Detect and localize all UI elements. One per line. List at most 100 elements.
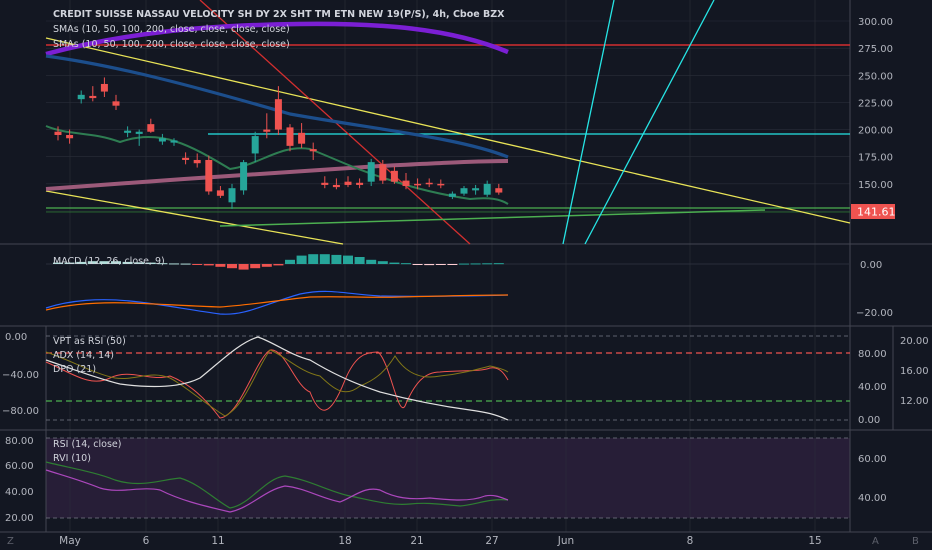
cyan-diagonal-line-2[interactable] [584,0,715,245]
macd-hist-bar [424,264,435,266]
time-tick-label: 6 [143,535,150,547]
sma-100-line[interactable] [45,54,509,159]
macd-hist-bar [180,263,191,265]
time-axis[interactable]: May 6 11 18 21 27 Jun 8 15 [59,535,822,547]
macd-histogram [53,254,504,270]
candle-body[interactable] [54,131,62,135]
time-tick-label: May [59,535,81,547]
moving-averages[interactable] [45,21,509,205]
candle-body[interactable] [402,180,410,187]
macd-hist-bar [111,261,121,264]
rsi-left-tick-2: 40.00 [5,487,34,498]
candle-body[interactable] [240,162,248,191]
candle-body[interactable] [379,164,387,181]
macd-hist-bar [227,264,237,269]
candle-body[interactable] [66,135,74,139]
candle-body[interactable] [414,183,422,186]
time-tick-label: 11 [211,535,224,547]
vpt-label[interactable]: VPT as RSI (50) [53,336,126,347]
candle-body[interactable] [77,94,85,100]
candle-body[interactable] [321,182,329,185]
candle-body[interactable] [274,99,282,130]
candle-body[interactable] [216,190,224,196]
oscillator-pane[interactable]: VPT as RSI (50) ADX (14, 14) DPO (21) 0.… [2,326,929,430]
green-rising-line[interactable] [219,209,766,227]
candle-body[interactable] [309,149,317,152]
chart-title[interactable]: CREDIT SUISSE NASSAU VELOCITY SH DY 2X S… [53,9,505,20]
macd-pane[interactable]: MACD (12, 26, close, 9) 0.00 −20.00 [45,254,893,319]
candle-body[interactable] [112,101,120,106]
candle-body[interactable] [147,124,155,132]
sma-10-line[interactable] [45,125,509,205]
rsi-label[interactable]: RSI (14, close) [53,439,121,450]
price-tick-label: 225.00 [858,98,893,109]
candlestick-series[interactable] [54,77,503,209]
osc-far-tick-0: 20.00 [900,336,929,347]
candle-body[interactable] [135,131,143,134]
candle-body[interactable] [460,188,468,194]
candle-body[interactable] [228,188,236,203]
rvi-label[interactable]: RVI (10) [53,453,91,464]
macd-hist-bar [366,259,377,264]
macd-hist-bar [169,263,179,265]
footer-a-button[interactable]: A [872,536,879,547]
candle-body[interactable] [367,162,375,182]
yellow-upper-trendline[interactable] [45,37,851,224]
candle-body[interactable] [356,182,364,185]
footer-z-button[interactable]: Z [7,536,14,547]
candle-body[interactable] [170,140,178,143]
osc-far-tick-1: 16.00 [900,366,929,377]
candle-body[interactable] [286,127,294,146]
footer-b-button[interactable]: B [912,536,919,547]
sma-legend-1[interactable]: SMAs (10, 50, 100, 200, close, close, cl… [53,24,290,35]
candle-body[interactable] [193,159,201,164]
candle-body[interactable] [89,95,97,99]
candle-body[interactable] [332,184,340,188]
price-tick-label: 250.00 [858,71,893,82]
macd-label[interactable]: MACD (12, 26, close, 9) [53,256,165,267]
cyan-diagonal-line-1[interactable] [562,0,615,245]
candle-body[interactable] [124,130,132,133]
candle-body[interactable] [182,157,190,160]
osc-right-tick-0: 80.00 [858,349,887,360]
candle-body[interactable] [483,183,491,195]
candle-body[interactable] [158,138,166,142]
macd-hist-bar [273,264,284,266]
candle-body[interactable] [263,129,271,132]
rsi-right-tick-1: 40.00 [858,493,887,504]
candle-body[interactable] [425,182,433,185]
macd-hist-bar [459,263,469,265]
candle-body[interactable] [205,159,213,192]
candle-body[interactable] [495,188,503,193]
rsi-band [46,438,850,518]
candle-body[interactable] [344,181,352,185]
sma-200-line[interactable] [45,21,509,57]
adx-label[interactable]: ADX (14, 14) [53,350,114,361]
candle-body[interactable] [390,170,398,182]
candle-body[interactable] [298,132,306,144]
macd-hist-bar [377,261,388,264]
last-price-marker [851,204,895,219]
candle-body[interactable] [251,136,259,154]
macd-hist-bar [192,264,203,265]
macd-hist-bar [87,261,98,264]
macd-hist-bar [261,264,272,267]
candle-body[interactable] [448,193,456,197]
candle-body[interactable] [437,183,445,186]
candle-body[interactable] [472,188,480,191]
yellow-lower-trendline[interactable] [45,190,344,245]
dpo-label[interactable]: DPO (21) [53,364,96,375]
rsi-left-tick-3: 20.00 [5,513,34,524]
osc-far-tick-2: 12.00 [900,396,929,407]
rsi-pane[interactable]: RSI (14, close) RVI (10) 80.00 60.00 40.… [5,436,887,524]
sma-legend-2[interactable]: SMAs (10, 50, 100, 200, close, close, cl… [53,39,290,50]
macd-hist-bar [122,261,133,264]
time-tick-label: Jun [557,535,574,547]
sma-50-line[interactable] [45,159,509,191]
macd-hist-bar [53,262,63,264]
price-tick-label: 150.00 [858,180,893,191]
adx-line [45,349,509,417]
price-tick-label: 300.00 [858,17,893,28]
candle-body[interactable] [100,83,108,92]
